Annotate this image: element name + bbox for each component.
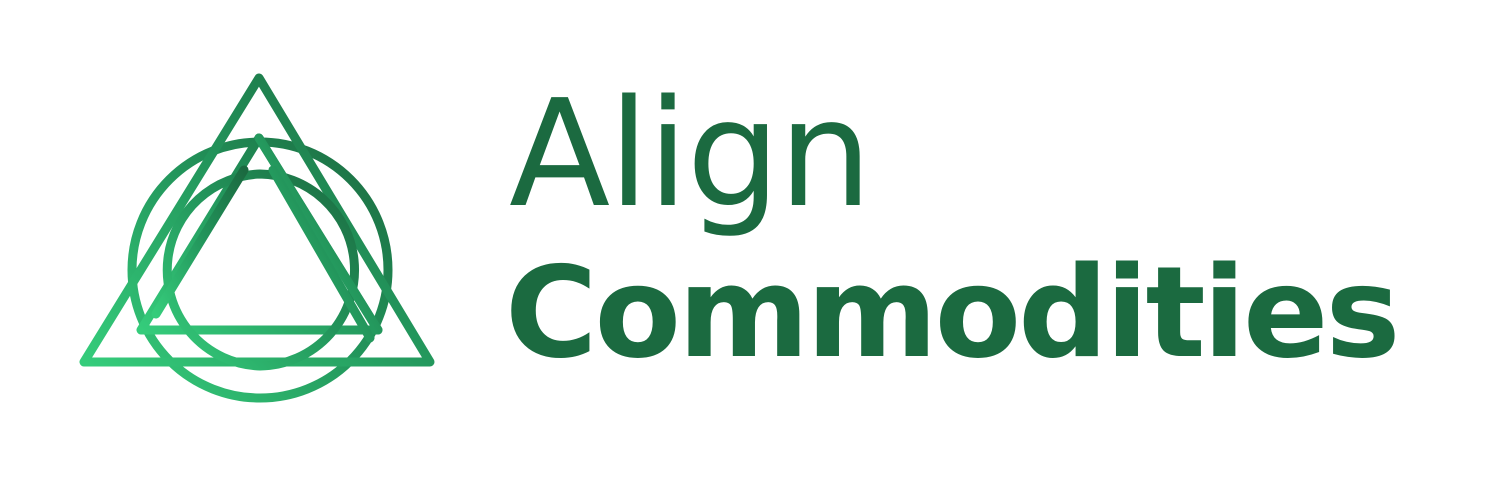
brand-name-line-2: Commodities [505,239,1400,386]
triangle-in-circle-icon [79,73,435,403]
wordmark: Align Commodities [505,80,1465,400]
brand-name-line-1: Align [509,68,872,240]
